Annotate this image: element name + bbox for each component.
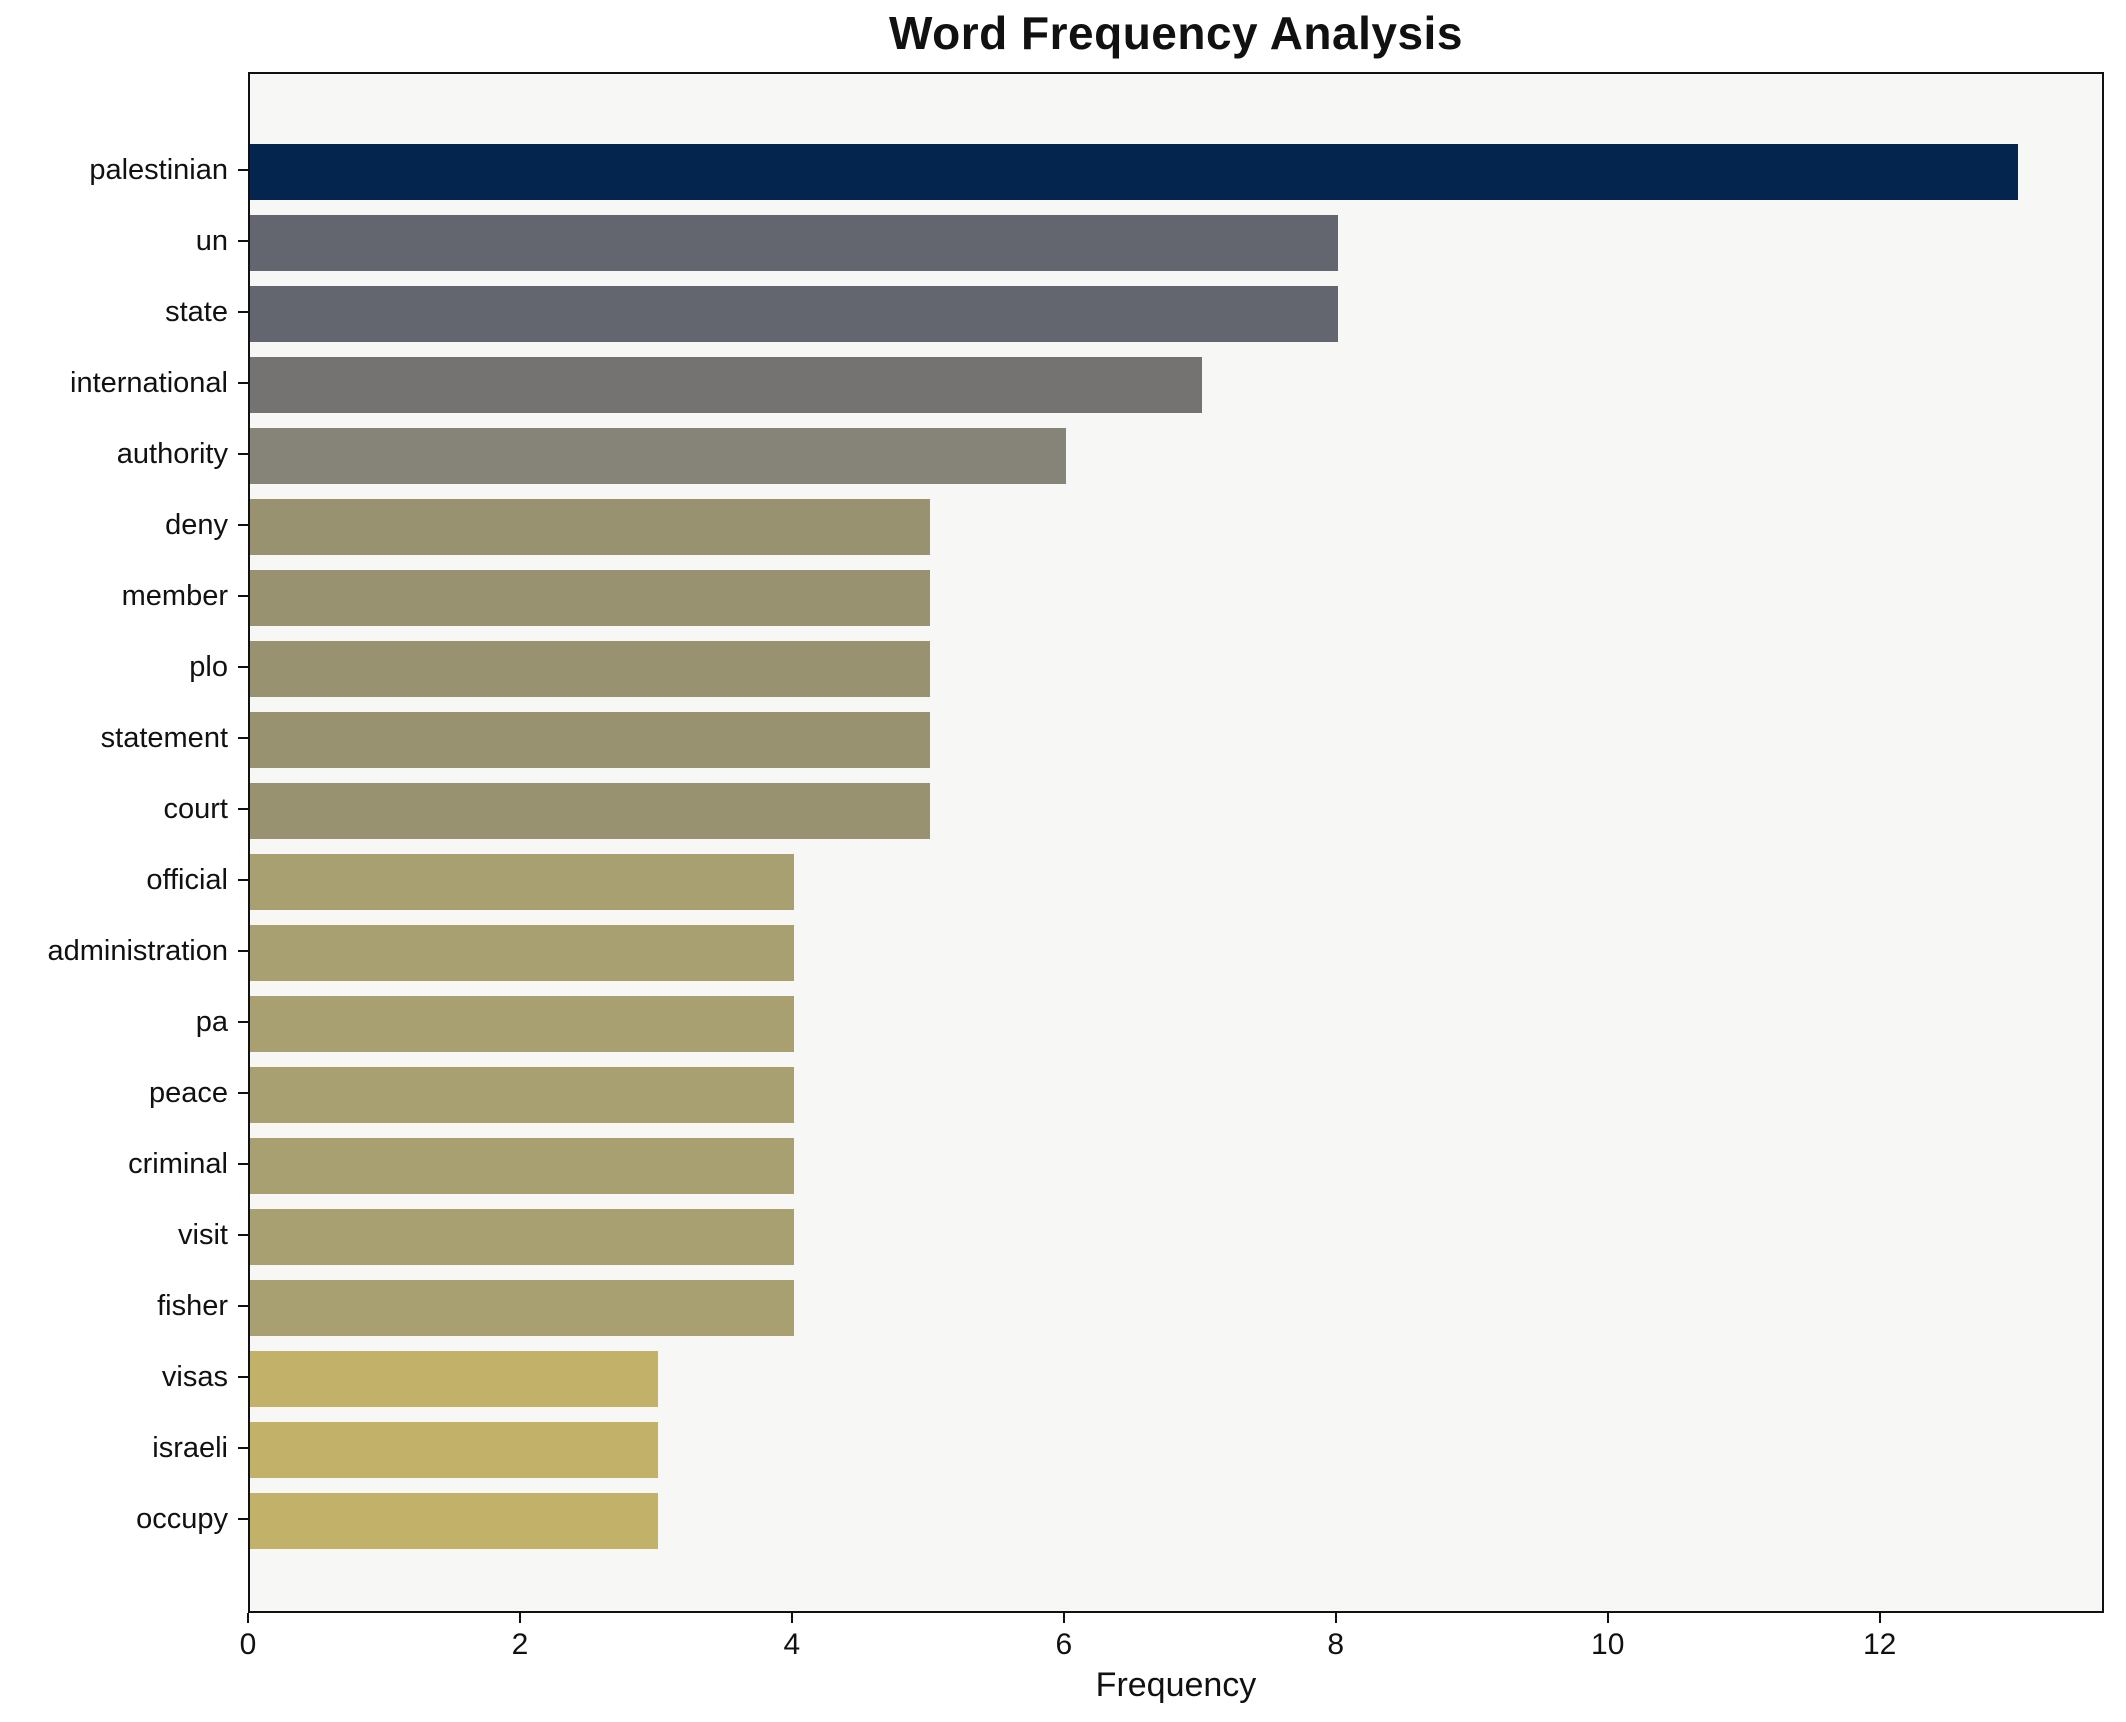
y-tick-label-criminal: criminal bbox=[128, 1148, 228, 1180]
y-tick-mark bbox=[238, 595, 248, 597]
bar-criminal bbox=[250, 1138, 794, 1194]
y-tick-mark bbox=[238, 950, 248, 952]
y-tick-label-court: court bbox=[163, 793, 228, 825]
bar-administration bbox=[250, 925, 794, 981]
y-tick-label-israeli: israeli bbox=[152, 1432, 228, 1464]
bar-member bbox=[250, 570, 930, 626]
y-tick-mark bbox=[238, 1021, 248, 1023]
x-tick-label-0: 0 bbox=[239, 1628, 257, 1661]
y-tick-mark bbox=[238, 169, 248, 171]
bar-pa bbox=[250, 996, 794, 1052]
y-tick-label-state: state bbox=[165, 296, 228, 328]
x-tick-mark bbox=[1606, 1613, 1609, 1623]
y-tick-mark bbox=[238, 808, 248, 810]
x-tick-label-2: 2 bbox=[511, 1628, 529, 1661]
bar-official bbox=[250, 854, 794, 910]
bar-israeli bbox=[250, 1422, 658, 1478]
y-tick-mark bbox=[238, 737, 248, 739]
bar-visas bbox=[250, 1351, 658, 1407]
y-tick-label-un: un bbox=[195, 225, 228, 257]
bar-visit bbox=[250, 1209, 794, 1265]
y-tick-label-administration: administration bbox=[47, 935, 228, 967]
y-tick-mark bbox=[238, 1163, 248, 1165]
bar-statement bbox=[250, 712, 930, 768]
y-tick-label-visit: visit bbox=[178, 1219, 228, 1251]
y-tick-mark bbox=[238, 240, 248, 242]
bar-fisher bbox=[250, 1280, 794, 1336]
x-tick-mark bbox=[1334, 1613, 1337, 1623]
y-tick-label-deny: deny bbox=[165, 509, 228, 541]
y-tick-label-occupy: occupy bbox=[136, 1503, 228, 1535]
x-tick-label-12: 12 bbox=[1862, 1628, 1897, 1661]
y-tick-label-international: international bbox=[70, 367, 228, 399]
y-tick-label-fisher: fisher bbox=[157, 1290, 228, 1322]
x-tick-mark bbox=[790, 1613, 793, 1623]
x-axis-label: Frequency bbox=[1095, 1666, 1257, 1704]
x-tick-mark bbox=[1062, 1613, 1065, 1623]
bar-plo bbox=[250, 641, 930, 697]
chart-title: Word Frequency Analysis bbox=[889, 7, 1463, 59]
y-tick-mark bbox=[238, 524, 248, 526]
y-tick-mark bbox=[238, 1447, 248, 1449]
y-tick-label-peace: peace bbox=[148, 1077, 228, 1109]
bar-state bbox=[250, 286, 1338, 342]
bar-palestinian bbox=[250, 144, 2018, 200]
bar-peace bbox=[250, 1067, 794, 1123]
y-tick-label-plo: plo bbox=[189, 651, 228, 683]
y-tick-label-authority: authority bbox=[116, 438, 228, 470]
bar-occupy bbox=[250, 1493, 658, 1549]
y-tick-mark bbox=[238, 311, 248, 313]
y-tick-mark bbox=[238, 1305, 248, 1307]
y-tick-mark bbox=[238, 1518, 248, 1520]
y-tick-mark bbox=[238, 879, 248, 881]
y-tick-label-palestinian: palestinian bbox=[89, 154, 228, 186]
y-tick-label-visas: visas bbox=[161, 1361, 228, 1393]
y-tick-mark bbox=[238, 453, 248, 455]
y-tick-label-member: member bbox=[121, 580, 228, 612]
x-tick-label-6: 6 bbox=[1055, 1628, 1073, 1661]
y-tick-mark bbox=[238, 382, 248, 384]
y-tick-mark bbox=[238, 1376, 248, 1378]
y-tick-mark bbox=[238, 1234, 248, 1236]
plot-area bbox=[248, 72, 2104, 1613]
y-tick-mark bbox=[238, 1092, 248, 1094]
y-tick-label-pa: pa bbox=[195, 1006, 228, 1038]
bar-deny bbox=[250, 499, 930, 555]
x-tick-mark bbox=[247, 1613, 249, 1623]
bar-un bbox=[250, 215, 1338, 271]
y-tick-label-statement: statement bbox=[100, 722, 228, 754]
x-tick-label-10: 10 bbox=[1591, 1628, 1625, 1661]
x-tick-label-8: 8 bbox=[1327, 1628, 1345, 1661]
x-tick-label-4: 4 bbox=[783, 1628, 801, 1661]
bar-court bbox=[250, 783, 930, 839]
x-tick-mark bbox=[1878, 1613, 1881, 1623]
bar-international bbox=[250, 357, 1202, 413]
y-tick-mark bbox=[238, 666, 248, 668]
y-tick-label-official: official bbox=[146, 864, 228, 896]
x-tick-mark bbox=[518, 1613, 521, 1623]
bar-authority bbox=[250, 428, 1066, 484]
